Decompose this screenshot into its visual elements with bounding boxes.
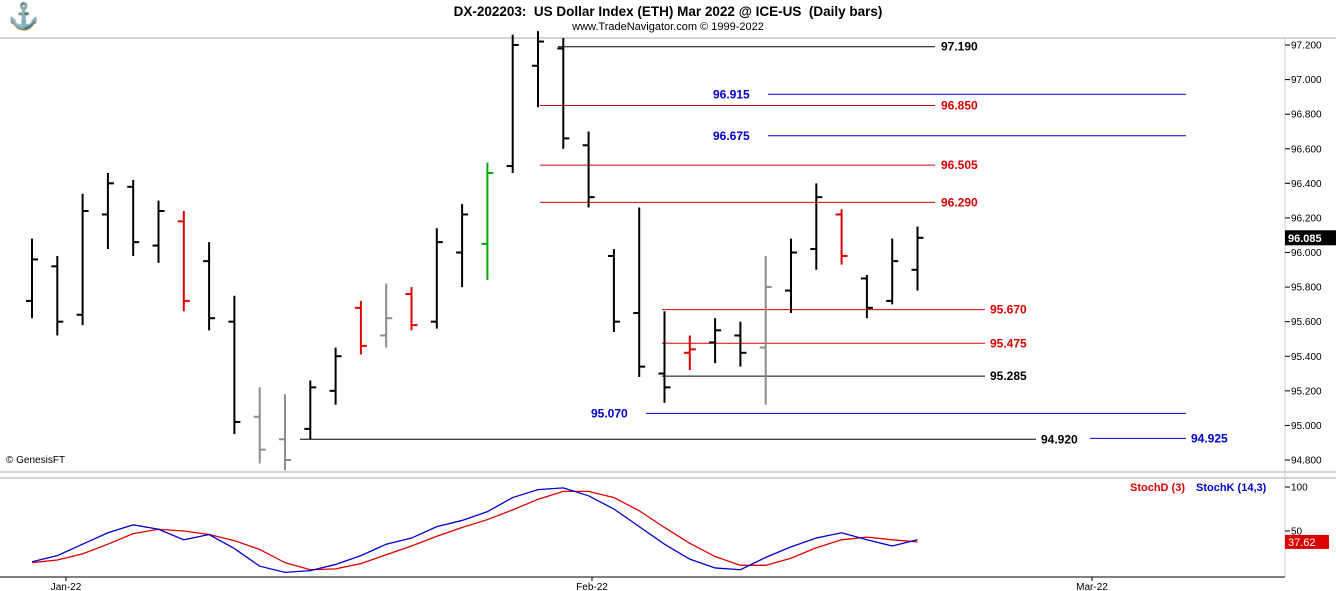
ohlc-bar[interactable] [633,207,646,377]
genesis-watermark: © GenesisFT [6,455,66,466]
price-axis-label: 96.800 [1291,110,1322,121]
level-label-94.920[interactable]: 94.920 [1041,432,1078,446]
price-axis-label: 96.200 [1291,213,1322,224]
stoch-value: 37.62 [1288,537,1316,549]
stoch-scale-label: 50 [1291,527,1303,538]
genesis-logo-icon: ⚓ [8,2,40,30]
ohlc-bar[interactable] [253,387,266,464]
ohlc-bar[interactable] [279,394,291,471]
ohlc-bar[interactable] [405,287,418,331]
ohlc-bar[interactable] [354,300,367,355]
level-label-94.925[interactable]: 94.925 [1191,431,1228,445]
price-axis-label: 97.000 [1291,75,1322,86]
stochk-legend-label[interactable]: StochK (14,3) [1196,482,1267,494]
price-axis-label: 94.800 [1291,456,1322,467]
chart-title: DX-202203: US Dollar Index (ETH) Mar 202… [453,4,883,19]
ohlc-bar[interactable] [76,193,89,326]
level-label-97.190[interactable]: 97.190 [941,40,978,54]
x-axis-label: Feb-22 [576,582,608,591]
ohlc-bar[interactable] [101,172,114,250]
chart-copyright-subtitle: www.TradeNavigator.com © 1999-2022 [572,21,764,33]
x-axis-label: Mar-22 [1076,582,1108,591]
ohlc-bar[interactable] [26,238,38,319]
stoch-scale-label: 100 [1291,483,1308,494]
ohlc-bar[interactable] [481,162,494,281]
ohlc-bar[interactable] [532,31,544,108]
stochd-line [31,490,918,571]
level-label-95.285[interactable]: 95.285 [990,369,1027,383]
price-axis-label: 95.400 [1291,352,1322,363]
stochk-line [31,487,918,574]
ohlc-bar[interactable] [582,131,595,208]
ohlc-bar[interactable] [228,295,241,435]
ohlc-bar[interactable] [203,242,216,331]
ohlc-bar[interactable] [380,283,393,348]
level-label-96.290[interactable]: 96.290 [941,195,978,209]
ohlc-bar[interactable] [860,274,873,319]
ohlc-bar[interactable] [607,249,620,333]
price-axis-label: 95.000 [1291,421,1322,432]
last-price-badge [1285,230,1336,246]
ohlc-bar[interactable] [683,335,696,371]
last-price-value: 96.085 [1288,233,1322,245]
ohlc-bar[interactable] [506,34,519,173]
level-label-96.915[interactable]: 96.915 [713,87,750,101]
x-axis-label: Jan-22 [51,582,82,591]
ohlc-bar[interactable] [709,318,722,364]
ohlc-bar[interactable] [557,38,570,149]
stochd-legend-label[interactable]: StochD (3) [1130,482,1185,494]
level-label-96.505[interactable]: 96.505 [941,158,978,172]
ohlc-bar[interactable] [835,209,848,265]
ohlc-bar[interactable] [456,204,469,288]
ohlc-bar[interactable] [759,255,772,405]
ohlc-bar[interactable] [430,228,443,329]
level-label-95.070[interactable]: 95.070 [591,406,628,420]
ohlc-bar[interactable] [734,321,747,367]
price-axis-label: 95.600 [1291,317,1322,328]
ohlc-bar[interactable] [329,347,342,405]
level-label-95.475[interactable]: 95.475 [990,336,1027,350]
ohlc-bar[interactable] [51,255,64,336]
ohlc-bar[interactable] [177,211,190,312]
price-axis-label: 96.400 [1291,179,1322,190]
ohlc-bar[interactable] [886,238,899,305]
price-axis-label: 96.600 [1291,144,1322,155]
level-label-96.850[interactable]: 96.850 [941,99,978,113]
ohlc-bar[interactable] [911,226,924,291]
ohlc-bar[interactable] [810,183,823,270]
level-label-96.675[interactable]: 96.675 [713,129,750,143]
ohlc-bar[interactable] [785,238,797,314]
price-axis-label: 97.200 [1291,41,1322,52]
price-axis-label: 96.000 [1291,248,1322,259]
ohlc-bar[interactable] [658,311,671,403]
level-label-95.670[interactable]: 95.670 [990,303,1027,317]
ohlc-bar[interactable] [152,200,165,263]
ohlc-bar[interactable] [127,179,140,256]
price-axis-label: 95.200 [1291,386,1322,397]
price-axis-label: 95.800 [1291,283,1322,294]
ohlc-bar[interactable] [304,380,317,440]
stoch-value-badge [1285,534,1329,549]
